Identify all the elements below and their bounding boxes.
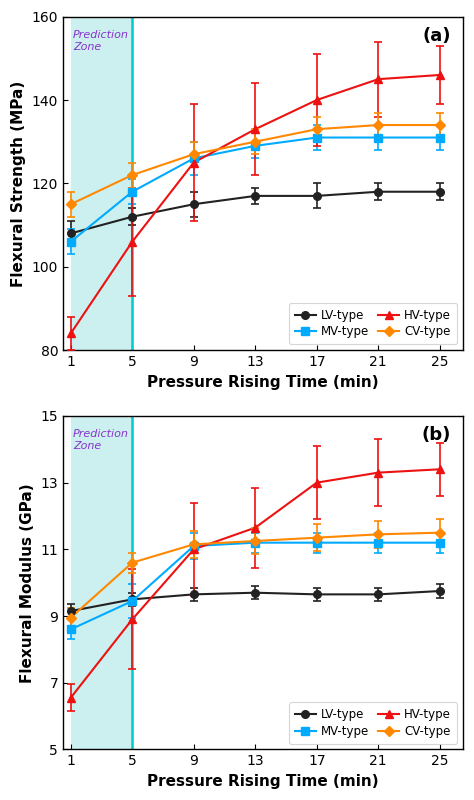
Text: Prediction
Zone: Prediction Zone xyxy=(73,30,129,51)
Legend: LV-type, MV-type, HV-type, CV-type: LV-type, MV-type, HV-type, CV-type xyxy=(289,303,457,344)
Text: Prediction
Zone: Prediction Zone xyxy=(73,430,129,451)
Text: (b): (b) xyxy=(421,426,451,444)
Legend: LV-type, MV-type, HV-type, CV-type: LV-type, MV-type, HV-type, CV-type xyxy=(289,702,457,743)
X-axis label: Pressure Rising Time (min): Pressure Rising Time (min) xyxy=(147,374,379,390)
Y-axis label: Flexural Strength (MPa): Flexural Strength (MPa) xyxy=(11,80,26,286)
Bar xyxy=(71,416,132,750)
Bar xyxy=(71,17,132,350)
Text: (a): (a) xyxy=(422,26,451,45)
Y-axis label: Flexural Modulus (GPa): Flexural Modulus (GPa) xyxy=(20,483,35,682)
X-axis label: Pressure Rising Time (min): Pressure Rising Time (min) xyxy=(147,774,379,789)
